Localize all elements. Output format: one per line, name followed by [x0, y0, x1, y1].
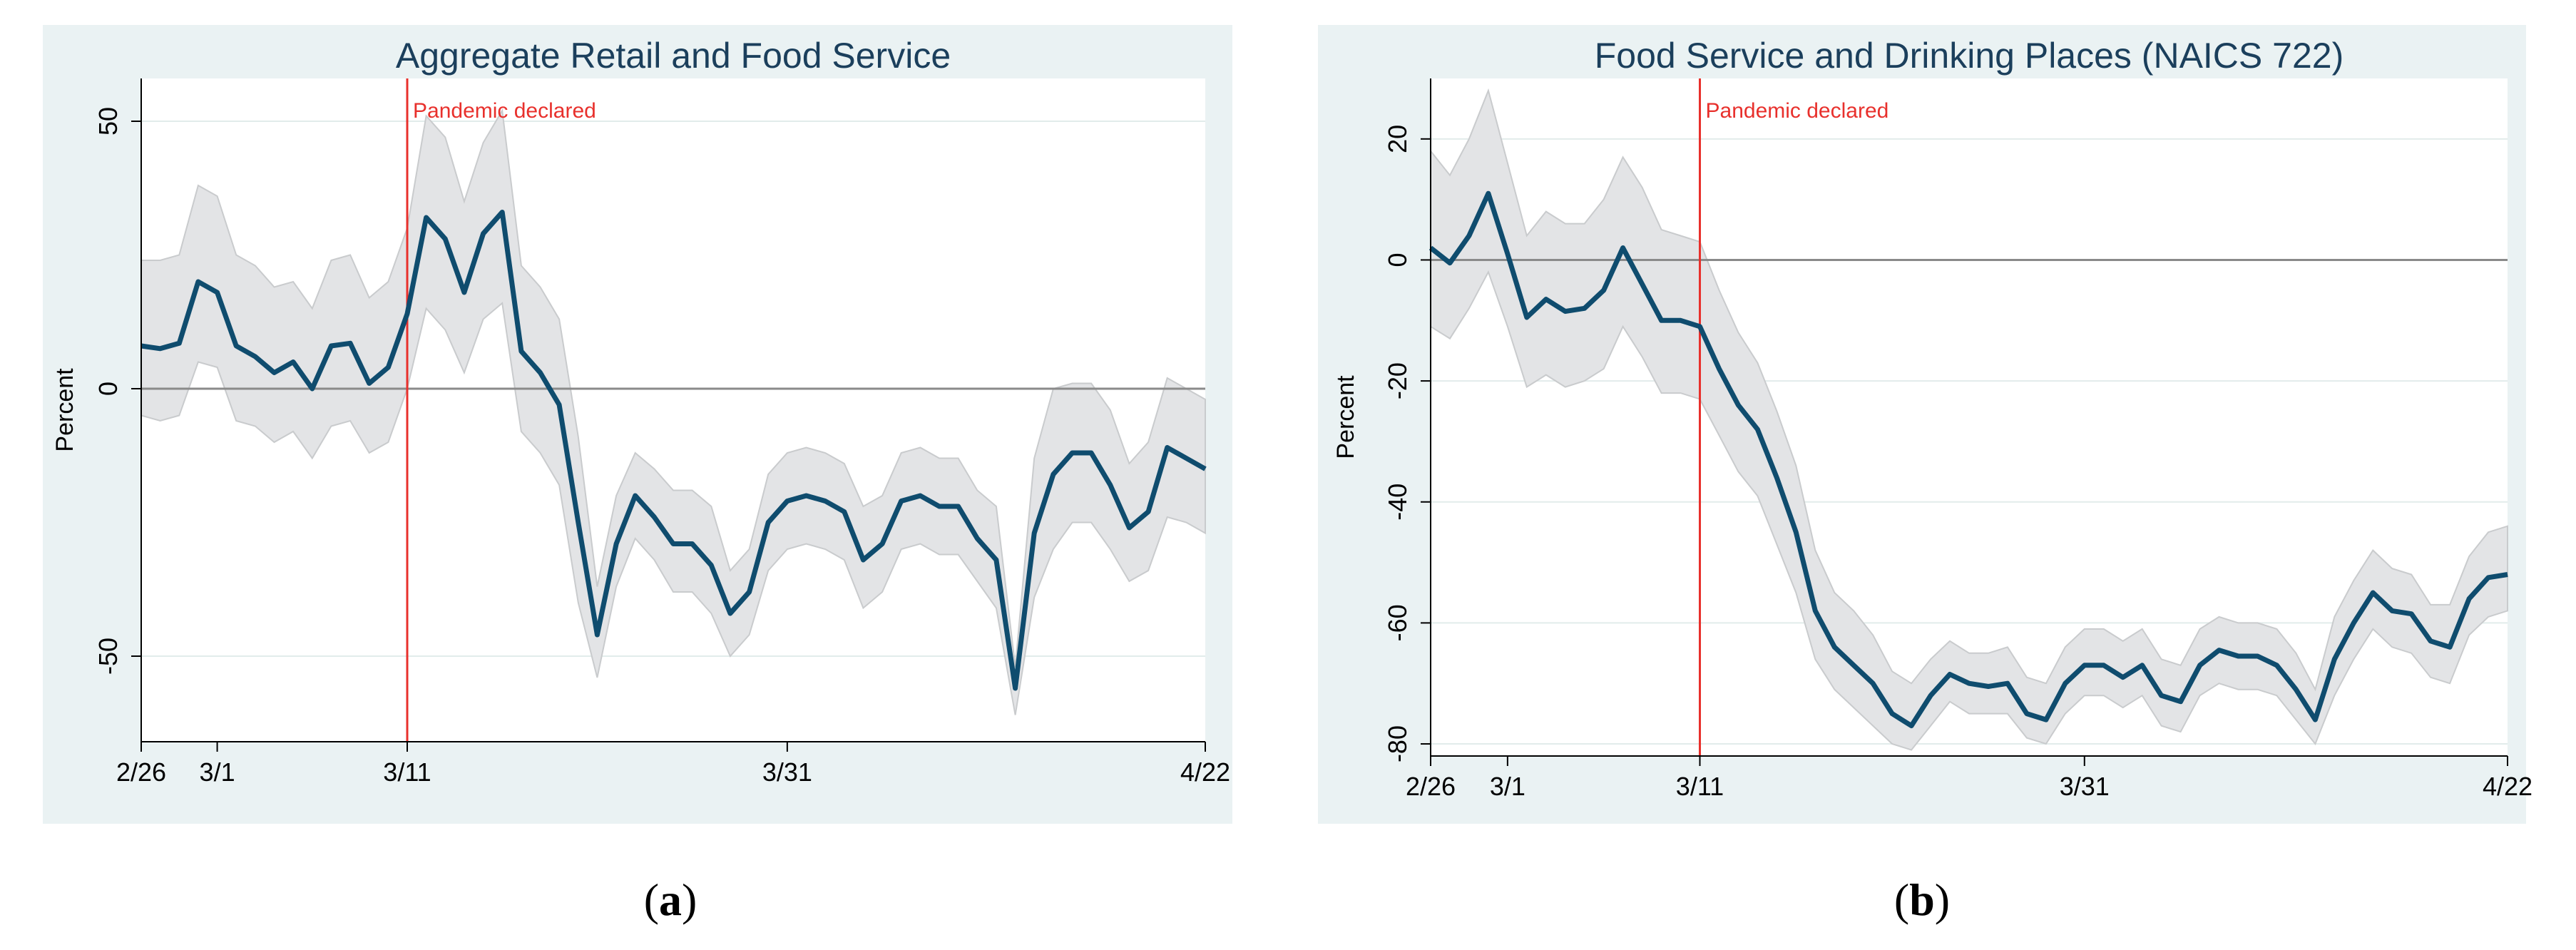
y-tick-label: -40 — [1383, 484, 1412, 521]
caption-a-letter: a — [659, 874, 682, 925]
y-tick-label: 0 — [1383, 252, 1412, 267]
y-axis-label: Percent — [1332, 375, 1359, 459]
x-tick-label: 2/26 — [116, 757, 166, 787]
x-tick-label: 3/1 — [1490, 772, 1525, 801]
y-tick-label: -60 — [1383, 604, 1412, 641]
x-tick-label: 4/22 — [1180, 757, 1230, 787]
chart-title: Food Service and Drinking Places (NAICS … — [1595, 36, 2344, 76]
caption-a: (a) — [643, 874, 697, 925]
y-tick-label: 20 — [1383, 125, 1412, 153]
x-tick-label: 3/31 — [762, 757, 812, 787]
series-line-estimate — [140, 210, 1207, 691]
y-tick-label: 0 — [93, 382, 123, 396]
y-axis-label: Percent — [51, 368, 78, 452]
pandemic-label: Pandemic declared — [1706, 99, 1889, 123]
pandemic-label: Pandemic declared — [413, 99, 596, 123]
y-tick-label: -20 — [1383, 362, 1412, 399]
y-tick-label: 50 — [93, 107, 123, 136]
x-tick-label: 3/31 — [2060, 772, 2110, 801]
x-tick-label: 3/1 — [200, 757, 235, 787]
x-tick-label: 3/11 — [383, 757, 431, 787]
chart-title: Aggregate Retail and Food Service — [396, 36, 951, 76]
x-tick-label: 3/11 — [1676, 772, 1724, 801]
chart-a: Aggregate Retail and Food Service Percent… — [51, 36, 1230, 787]
y-tick-label: -50 — [93, 638, 123, 675]
series-line-estimate — [1428, 190, 2508, 729]
caption-b-letter: b — [1909, 874, 1935, 925]
x-tick-label: 4/22 — [2483, 772, 2532, 801]
chart-b: Food Service and Drinking Places (NAICS … — [1332, 36, 2532, 801]
y-tick-label: -80 — [1383, 725, 1412, 762]
chart-panel-b: Food Service and Drinking Places (NAICS … — [1318, 25, 2532, 824]
caption-b: (b) — [1893, 874, 1951, 925]
x-tick-label: 2/26 — [1406, 772, 1456, 801]
chart-panel-a: Aggregate Retail and Food Service Percent… — [43, 25, 1232, 824]
